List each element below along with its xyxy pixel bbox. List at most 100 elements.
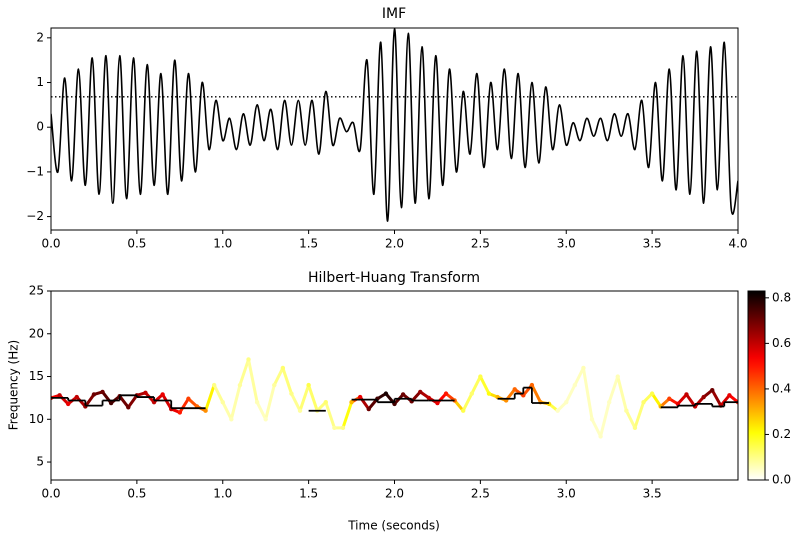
- trace-point: [366, 406, 371, 412]
- trace-point: [297, 408, 303, 413]
- trace-segment: [83, 392, 96, 408]
- trace-point: [710, 388, 715, 393]
- trace-point: [160, 392, 165, 397]
- trace-point: [332, 425, 337, 431]
- trace-segment: [461, 392, 474, 413]
- trace-point: [572, 382, 578, 388]
- x-tick-label: 0.0: [41, 487, 60, 501]
- trace-point: [435, 400, 440, 406]
- trace-point: [143, 390, 148, 395]
- y-tick-label: 25: [29, 284, 44, 298]
- trace-point: [357, 394, 363, 400]
- colorbar: [747, 290, 766, 481]
- colorbar-tick-label: 0.0: [772, 473, 791, 487]
- trace-point: [564, 399, 569, 405]
- y-tick-label: 1: [36, 75, 44, 89]
- trace-point: [263, 417, 268, 422]
- trace-point: [400, 392, 406, 397]
- colorbar-tick-label: 0.6: [772, 336, 791, 350]
- y-tick-label: 15: [29, 369, 44, 383]
- trace-segment: [650, 392, 663, 408]
- trace-segment: [530, 383, 542, 404]
- trace-segment: [710, 388, 723, 408]
- trace-point: [478, 374, 483, 379]
- trace-point: [349, 399, 354, 405]
- trace-point: [229, 417, 234, 422]
- x-tick-label: 1.5: [299, 487, 318, 501]
- trace-point: [340, 425, 346, 431]
- trace-point: [280, 365, 286, 371]
- x-tick-label: 2.5: [471, 237, 490, 251]
- trace-segment: [616, 375, 628, 413]
- trace-point: [461, 408, 466, 413]
- trace-segment: [229, 383, 242, 421]
- trace-segment: [307, 383, 319, 413]
- trace-segment: [126, 393, 139, 409]
- x-tick-label: 0.5: [127, 487, 146, 501]
- x-tick-label: 1.0: [213, 237, 232, 251]
- axes-frame: [50, 27, 739, 231]
- trace-segment: [272, 366, 285, 387]
- trace-segment: [161, 392, 173, 411]
- trace-point: [589, 417, 595, 422]
- trace-segment: [264, 383, 276, 421]
- trace-segment: [599, 400, 611, 438]
- trace-segment: [581, 366, 594, 421]
- trace-point: [426, 395, 432, 401]
- trace-point: [186, 396, 191, 401]
- trace-point: [203, 408, 208, 413]
- trace-point: [443, 391, 449, 396]
- trace-point: [254, 399, 260, 405]
- trace-segment: [289, 392, 302, 413]
- trace-point: [606, 399, 612, 405]
- trace-point: [418, 389, 423, 395]
- trace-segment: [178, 397, 190, 414]
- plot-area: [51, 28, 738, 222]
- trace-point: [684, 392, 689, 397]
- trace-point: [529, 382, 535, 388]
- trace-segment: [118, 394, 130, 409]
- trace-point: [641, 399, 646, 405]
- colorbar-tick-label: 0.4: [772, 381, 791, 395]
- trace-point: [469, 391, 474, 396]
- trace-segment: [470, 375, 482, 396]
- y-tick-label: −2: [26, 209, 44, 223]
- y-tick-label: 2: [36, 30, 44, 44]
- x-tick-label: 3.0: [557, 237, 576, 251]
- x-tick-label: 1.5: [299, 237, 318, 251]
- trace-point: [727, 393, 732, 398]
- trace-segment: [212, 383, 225, 404]
- trace-point: [289, 391, 294, 396]
- trace-point: [486, 391, 492, 396]
- trace-point: [323, 399, 328, 405]
- trace-segment: [607, 375, 620, 404]
- trace-point: [598, 434, 603, 439]
- trace-segment: [324, 400, 336, 430]
- trace-segment: [564, 383, 577, 404]
- y-tick-label: 10: [29, 412, 44, 426]
- x-tick-label: 3.0: [557, 487, 576, 501]
- trace-point: [383, 391, 389, 396]
- trace-point: [306, 382, 311, 388]
- trace-segment: [590, 417, 603, 438]
- trace-point: [581, 365, 586, 371]
- trace-point: [512, 387, 517, 392]
- trace-segment: [624, 409, 637, 430]
- trace-point: [624, 408, 629, 413]
- trace-segment: [633, 400, 646, 430]
- x-tick-label: 1.0: [213, 487, 232, 501]
- trace-point: [57, 393, 62, 398]
- trace-point: [65, 401, 71, 407]
- axes-frame: [50, 290, 739, 481]
- trace-segment: [684, 392, 697, 408]
- trace-point: [177, 410, 183, 415]
- trace-segment: [255, 400, 268, 421]
- imf-line: [51, 28, 738, 222]
- x-tick-label: 3.5: [643, 237, 662, 251]
- plot-area: [51, 357, 738, 439]
- trace-segment: [719, 393, 731, 408]
- trace-segment: [453, 398, 465, 413]
- trace-point: [272, 382, 277, 388]
- colorbar-tick-label: 0.8: [772, 290, 791, 304]
- x-tick-label: 4.0: [728, 237, 747, 251]
